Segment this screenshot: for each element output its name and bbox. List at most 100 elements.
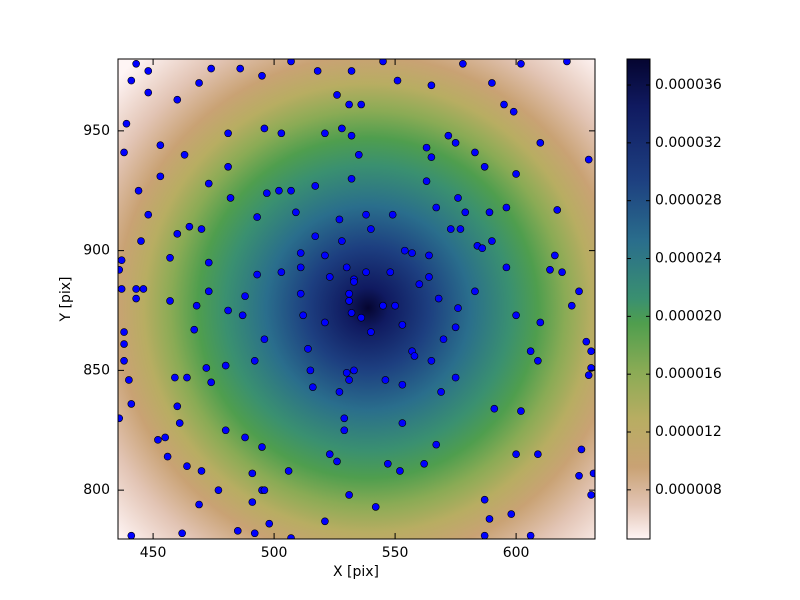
point — [396, 467, 404, 475]
point — [422, 177, 431, 185]
point — [398, 419, 407, 427]
point — [183, 462, 191, 470]
point — [224, 306, 232, 315]
point — [345, 289, 353, 298]
point — [347, 174, 356, 183]
point — [439, 335, 448, 344]
point — [190, 325, 199, 334]
point — [250, 529, 259, 538]
point — [122, 119, 131, 128]
point — [161, 433, 169, 442]
point — [575, 287, 583, 296]
point — [567, 301, 576, 310]
point — [345, 297, 353, 305]
point — [204, 287, 213, 296]
point — [277, 268, 286, 276]
point — [367, 225, 375, 233]
point — [260, 124, 269, 133]
point — [224, 162, 232, 171]
point — [221, 426, 230, 435]
x-axis-label: X [pix] — [333, 564, 379, 580]
point — [118, 414, 124, 423]
point — [398, 321, 407, 329]
point — [342, 263, 351, 272]
point — [536, 139, 545, 147]
colorbar-tick-label: 0.000020 — [655, 308, 722, 324]
point — [321, 517, 329, 526]
point — [384, 459, 392, 468]
point — [357, 313, 366, 322]
point — [451, 373, 460, 382]
point — [480, 531, 489, 539]
y-tick-label: 850 — [83, 362, 110, 378]
point — [338, 237, 346, 245]
point — [120, 356, 128, 365]
point — [362, 210, 370, 219]
point — [284, 467, 293, 475]
point — [306, 366, 315, 375]
point — [224, 129, 232, 138]
colorbar-tick-label: 0.000012 — [655, 424, 722, 440]
point — [425, 251, 433, 260]
point — [265, 519, 274, 528]
point — [536, 318, 545, 327]
point — [296, 263, 305, 272]
point — [553, 206, 562, 214]
point — [500, 100, 508, 109]
point — [456, 225, 465, 233]
point — [432, 203, 441, 212]
point — [156, 172, 165, 181]
point — [350, 366, 358, 375]
point — [340, 414, 349, 423]
point — [434, 294, 443, 303]
point — [195, 79, 203, 87]
point — [480, 495, 489, 504]
point — [534, 356, 542, 365]
point — [287, 59, 295, 66]
point — [221, 361, 230, 370]
point — [250, 356, 259, 365]
point — [195, 500, 203, 509]
point — [132, 294, 140, 303]
point — [185, 222, 194, 231]
point — [204, 258, 213, 267]
point — [582, 337, 591, 346]
point — [335, 215, 344, 224]
point — [584, 371, 593, 379]
point — [507, 510, 516, 518]
point — [292, 208, 300, 217]
point — [459, 59, 467, 68]
point — [202, 364, 211, 372]
point — [517, 407, 525, 415]
point — [144, 67, 153, 75]
point — [241, 433, 249, 442]
x-tick-label: 600 — [503, 545, 530, 561]
point — [248, 498, 257, 506]
point — [347, 131, 356, 140]
colorbar-tick-label: 0.000028 — [655, 193, 722, 209]
point — [480, 162, 489, 171]
y-axis-label: Y [pix] — [58, 277, 74, 323]
point — [238, 311, 247, 320]
colorbar — [626, 58, 651, 540]
point — [400, 246, 409, 255]
point — [526, 531, 535, 539]
point — [260, 486, 269, 494]
point — [258, 443, 266, 451]
point — [345, 491, 353, 499]
point — [386, 268, 395, 276]
point — [197, 467, 206, 475]
x-tick-label: 500 — [261, 545, 288, 561]
point — [311, 182, 320, 190]
point — [454, 194, 462, 202]
point — [410, 352, 419, 360]
point — [517, 59, 525, 68]
point — [563, 59, 571, 66]
point — [471, 148, 479, 157]
point — [526, 347, 535, 356]
point — [183, 373, 191, 382]
point — [427, 356, 436, 365]
point — [173, 95, 182, 104]
point — [340, 426, 349, 435]
point — [296, 289, 305, 298]
